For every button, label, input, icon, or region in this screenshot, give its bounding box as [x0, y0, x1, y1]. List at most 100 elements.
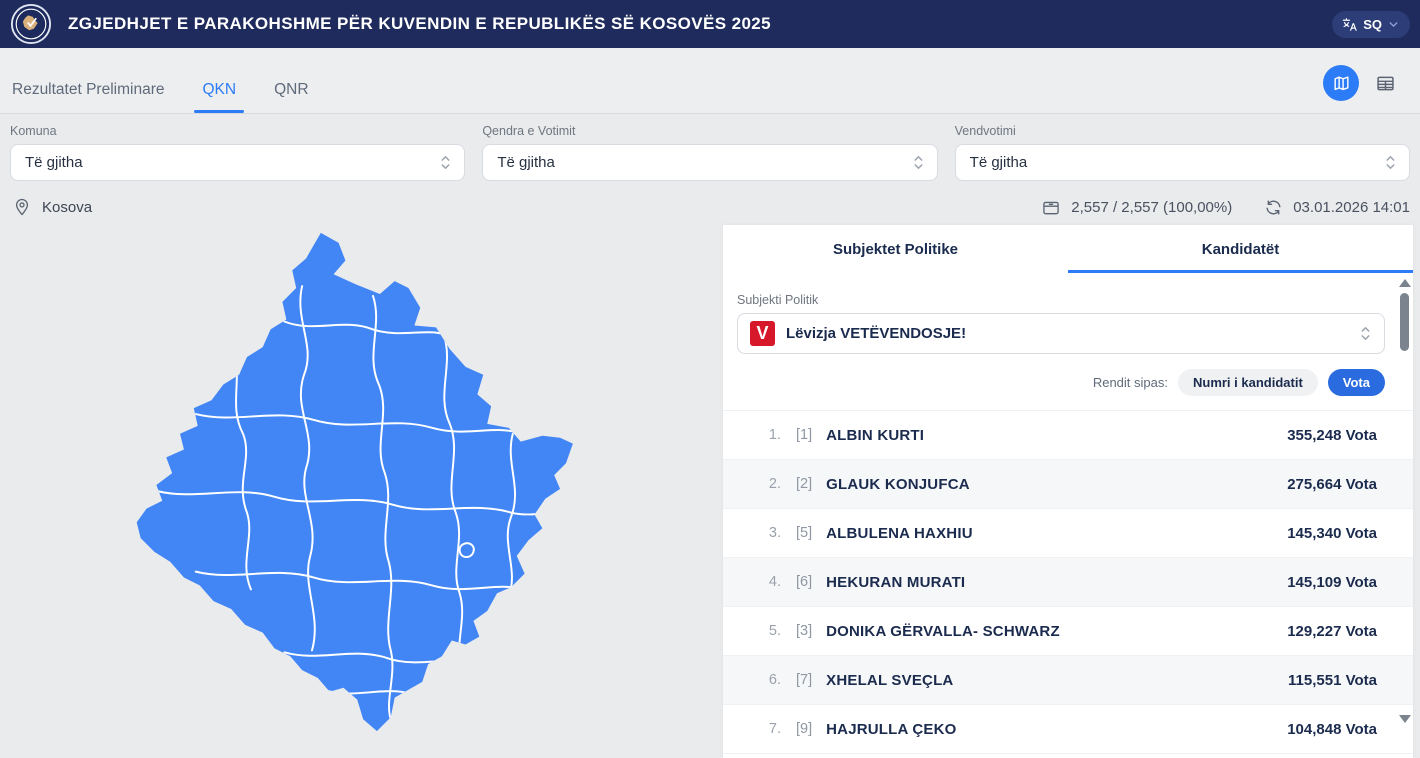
- candidate-number: [2]: [796, 476, 813, 492]
- candidate-number: [1]: [796, 427, 813, 443]
- region-indicator: Kosova: [12, 197, 92, 217]
- tab-subjektet-politike[interactable]: Subjektet Politike: [723, 225, 1068, 273]
- candidate-number: [9]: [796, 721, 813, 737]
- main-tabbar: Rezultatet Preliminare QKN QNR: [0, 48, 1420, 114]
- candidate-name: DONIKA GËRVALLA- SCHWARZ: [826, 622, 1060, 640]
- filters-row: Komuna Të gjitha Qendra e Votimit Të gji…: [0, 114, 1420, 181]
- candidate-rank: 4.: [768, 574, 781, 590]
- tab-qkn[interactable]: QKN: [194, 81, 244, 113]
- language-selector[interactable]: SQ: [1332, 10, 1410, 38]
- translate-icon: [1341, 16, 1358, 33]
- subject-label: Subjekti Politik: [737, 293, 819, 307]
- location-pin-icon: [12, 197, 32, 217]
- candidate-votes: 115,551 Vota: [1288, 671, 1377, 689]
- candidate-votes: 145,340 Vota: [1287, 524, 1377, 542]
- komuna-select-value: Të gjitha: [25, 154, 83, 171]
- counted-text: 2,557 / 2,557 (100,00%): [1071, 198, 1233, 216]
- select-chevrons-icon: [1384, 154, 1397, 171]
- candidate-row[interactable]: 5. [3] DONIKA GËRVALLA- SCHWARZ 129,227 Vot…: [723, 607, 1413, 656]
- last-update: 03.01.2026 14:01: [1264, 198, 1410, 217]
- table-icon: [1375, 73, 1396, 94]
- vendvotimi-select-value: Të gjitha: [969, 154, 1028, 171]
- candidate-rank: 7.: [768, 721, 781, 737]
- select-chevrons-icon: [439, 154, 452, 171]
- candidate-name: HAJRULLA ÇEKO: [826, 720, 957, 738]
- subject-value: Lëvizja VETËVENDOSJE!: [786, 325, 967, 342]
- map-view-button[interactable]: [1323, 65, 1359, 101]
- candidate-row[interactable]: 1. [1] ALBIN KURTI 355,248 Vota: [723, 411, 1413, 460]
- tab-qnr[interactable]: QNR: [272, 81, 310, 113]
- candidate-row[interactable]: 4. [6] HEKURAN MURATI 145,109 Vota: [723, 558, 1413, 607]
- tab-kandidatet[interactable]: Kandidatët: [1068, 225, 1413, 273]
- filter-label: Komuna: [10, 124, 57, 138]
- sort-row: Rendit sipas: Numri i kandidatit Vota: [723, 354, 1413, 410]
- candidate-number: [3]: [796, 623, 813, 639]
- komuna-select[interactable]: Të gjitha: [10, 144, 466, 181]
- filter-vendvotimi: Vendvotimi Të gjitha: [954, 124, 1410, 181]
- main-content: Subjektet Politike Kandidatët Subjekti P…: [0, 225, 1420, 758]
- scroll-up-arrow[interactable]: [1399, 279, 1411, 287]
- candidate-votes: 355,248 Vota: [1287, 426, 1377, 444]
- ballot-box-icon: [1041, 197, 1061, 217]
- candidate-rank: 6.: [768, 672, 781, 688]
- page-title: ZGJEDHJET E PARAKOHSHME PËR KUVENDIN E R…: [68, 14, 772, 33]
- candidate-name: HEKURAN MURATI: [826, 573, 966, 591]
- filter-komuna: Komuna Të gjitha: [10, 124, 466, 181]
- candidate-number: [7]: [796, 672, 813, 688]
- candidate-name: ALBULENA HAXHIU: [826, 524, 973, 542]
- filter-label: Vendvotimi: [954, 124, 1016, 138]
- candidate-rank: 5.: [768, 623, 781, 639]
- table-view-button[interactable]: [1375, 73, 1396, 94]
- kosovo-outline: [136, 232, 573, 732]
- sort-by-votes-button[interactable]: Vota: [1327, 369, 1385, 396]
- candidate-number: [6]: [796, 574, 813, 590]
- status-bar: Kosova 2,557 / 2,557 (100,00%) 03.01.202…: [0, 181, 1420, 225]
- results-panel: Subjektet Politike Kandidatët Subjekti P…: [723, 225, 1413, 758]
- counted-stations: 2,557 / 2,557 (100,00%): [1041, 197, 1232, 217]
- view-toggles: [1323, 65, 1410, 113]
- candidate-votes: 275,664 Vota: [1287, 475, 1377, 493]
- panel-tabs: Subjektet Politike Kandidatët: [723, 225, 1413, 273]
- refresh-icon: [1264, 198, 1283, 217]
- candidate-row[interactable]: 7. [9] HAJRULLA ÇEKO 104,848 Vota: [723, 705, 1413, 754]
- qendra-select[interactable]: Të gjitha: [482, 144, 938, 181]
- map-icon: [1332, 74, 1351, 93]
- candidate-row[interactable]: 3. [5] ALBULENA HAXHIU 145,340 Vota: [723, 509, 1413, 558]
- filter-qendra-e-votimit: Qendra e Votimit Të gjitha: [482, 124, 938, 181]
- app-header: ZGJEDHJET E PARAKOHSHME PËR KUVENDIN E R…: [0, 0, 1420, 48]
- subject-block: Subjekti Politik V Lëvizja VETËVENDOSJE!: [723, 273, 1413, 354]
- candidate-row[interactable]: 6. [7] XHELAL SVEÇLA 115,551 Vota: [723, 656, 1413, 705]
- tab-rezultatet-preliminare[interactable]: Rezultatet Preliminare: [10, 81, 166, 113]
- scroll-down-arrow[interactable]: [1399, 715, 1411, 723]
- candidate-votes: 145,109 Vota: [1287, 573, 1377, 591]
- candidate-votes: 104,848 Vota: [1287, 720, 1377, 738]
- municipality-borders: [155, 285, 571, 721]
- chevron-down-icon: [1387, 18, 1400, 31]
- candidate-name: ALBIN KURTI: [826, 426, 925, 444]
- sort-label: Rendit sipas:: [1092, 375, 1168, 390]
- filter-label: Qendra e Votimit: [482, 124, 576, 138]
- last-update-text: 03.01.2026 14:01: [1293, 198, 1410, 216]
- kqz-emblem-logo: [10, 3, 52, 45]
- candidate-number: [5]: [796, 525, 813, 541]
- candidate-votes: 129,227 Vota: [1287, 622, 1377, 640]
- subject-select[interactable]: V Lëvizja VETËVENDOSJE!: [737, 313, 1385, 354]
- scrollbar-thumb[interactable]: [1400, 293, 1409, 351]
- select-chevrons-icon: [912, 154, 925, 171]
- party-logo: V: [750, 321, 775, 346]
- qendra-select-value: Të gjitha: [497, 154, 555, 171]
- kosovo-map[interactable]: [133, 227, 613, 739]
- region-name: Kosova: [42, 198, 93, 216]
- candidate-rank: 3.: [768, 525, 781, 541]
- candidate-name: XHELAL SVEÇLA: [826, 671, 954, 689]
- candidate-list: 1. [1] ALBIN KURTI 355,248 Vota 2. [2] GLAUK K…: [723, 410, 1413, 754]
- language-code: SQ: [1363, 16, 1382, 32]
- candidate-rank: 2.: [768, 476, 781, 492]
- candidate-name: GLAUK KONJUFCA: [826, 475, 970, 493]
- status-counters: 2,557 / 2,557 (100,00%) 03.01.2026 14:01: [1041, 197, 1410, 217]
- candidate-row[interactable]: 2. [2] GLAUK KONJUFCA 275,664 Vota: [723, 460, 1413, 509]
- vendvotimi-select[interactable]: Të gjitha: [954, 144, 1410, 181]
- candidate-rank: 1.: [768, 427, 781, 443]
- panel-scrollbar[interactable]: [1398, 277, 1411, 758]
- sort-by-number-button[interactable]: Numri i kandidatit: [1177, 369, 1318, 396]
